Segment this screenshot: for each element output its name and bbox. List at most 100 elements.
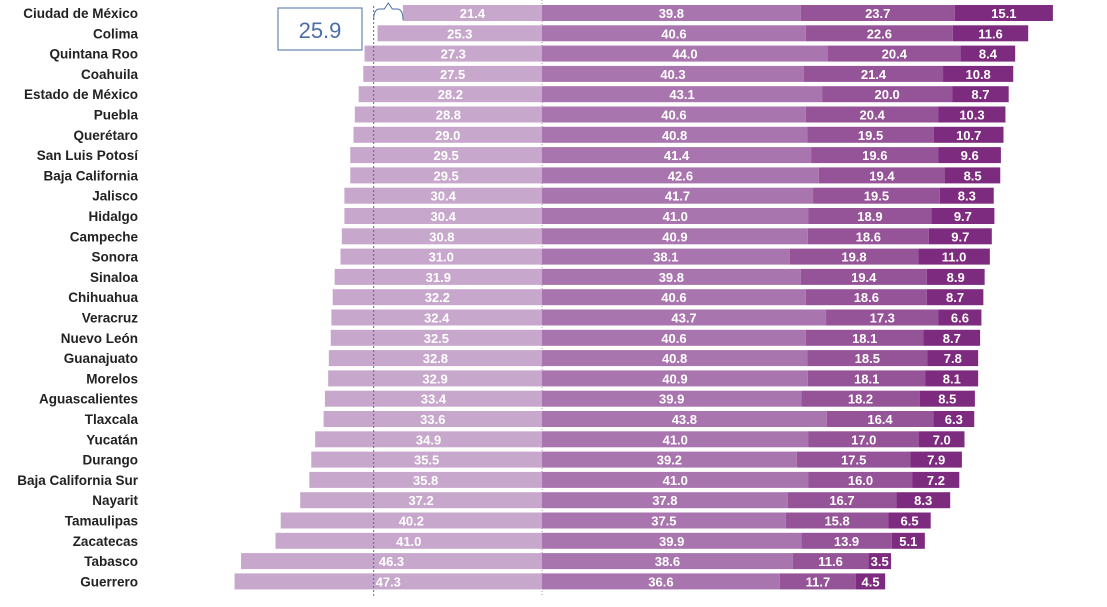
bar-segment-4-aguascalientes — [919, 390, 975, 407]
value-label-1-sonora: 31.0 — [429, 250, 454, 265]
bar-segment-3-baja-california — [818, 167, 945, 184]
value-label-4-tabasco: 3.5 — [871, 554, 889, 569]
bar-segment-1-veracruz — [331, 309, 542, 326]
bar-segment-4-campeche — [928, 228, 992, 245]
value-label-2-san-luis-potosi: 41.4 — [664, 148, 690, 163]
bar-segment-3-tlaxcala — [826, 411, 934, 427]
category-label-campeche: Campeche — [70, 229, 139, 244]
value-label-4-sinaloa: 8.9 — [947, 270, 965, 285]
value-label-2-queretaro: 40.8 — [662, 128, 687, 143]
bar-segment-3-guerrero — [779, 573, 856, 590]
value-labels-layer: 21.4 39.8 23.7 15.1 25.3 40.6 22.6 11.6 27.3 44.0… — [376, 6, 1017, 589]
value-label-4-guanajuato: 7.8 — [944, 351, 962, 366]
bar-segment-1-yucatan — [315, 431, 542, 448]
value-label-3-jalisco: 19.5 — [864, 189, 889, 204]
value-label-4-coahuila: 10.8 — [965, 67, 990, 82]
value-label-1-hidalgo: 30.4 — [431, 209, 457, 224]
category-label-hidalgo: Hidalgo — [89, 209, 139, 224]
value-label-2-colima: 40.6 — [661, 26, 686, 41]
bar-segment-4-estado-de-mexico — [952, 86, 1009, 103]
bar-segment-1-nuevo-leon — [330, 329, 542, 346]
value-label-3-quintana-roo: 20.4 — [882, 47, 908, 62]
bar-segment-2-veracruz — [542, 309, 827, 326]
value-label-2-yucatan: 41.0 — [663, 432, 688, 447]
bar-segment-4-quintana-roo — [960, 45, 1016, 62]
callout-box — [277, 7, 363, 51]
value-label-3-aguascalientes: 18.2 — [848, 392, 873, 407]
bar-segment-2-jalisco — [542, 187, 814, 204]
bar-segment-4-colima — [952, 25, 1029, 42]
category-label-morelos: Morelos — [86, 371, 138, 386]
bar-segment-1-guanajuato — [328, 350, 542, 367]
category-labels-layer: Ciudad de México Colima Quintana Roo Coahui… — [17, 6, 139, 589]
value-label-1-zacatecas: 41.0 — [396, 534, 421, 549]
bar-segment-4-puebla — [938, 106, 1006, 123]
value-label-4-ciudad-de-mexico: 15.1 — [991, 6, 1016, 21]
bar-segment-1-queretaro — [353, 126, 542, 143]
value-label-4-jalisco: 8.3 — [958, 189, 976, 204]
value-label-4-tlaxcala: 6.3 — [945, 412, 963, 427]
bar-segment-3-estado-de-mexico — [822, 86, 953, 103]
value-label-1-ciudad-de-mexico: 21.4 — [460, 6, 486, 21]
value-label-3-sinaloa: 19.4 — [851, 270, 877, 285]
value-label-2-veracruz: 43.7 — [671, 311, 696, 326]
bar-segment-1-quintana-roo — [364, 45, 542, 62]
value-label-1-baja-california: 29.5 — [433, 168, 458, 183]
value-label-3-hidalgo: 18.9 — [857, 209, 882, 224]
value-label-1-guanajuato: 32.8 — [423, 351, 448, 366]
value-label-1-tlaxcala: 33.6 — [420, 412, 445, 427]
category-label-tlaxcala: Tlaxcala — [85, 412, 139, 427]
value-label-4-quintana-roo: 8.4 — [979, 47, 998, 62]
bar-segment-4-baja-california-sur — [912, 471, 960, 488]
bar-segment-1-san-luis-potosi — [350, 147, 542, 164]
callout-value: 25.9 — [299, 18, 342, 43]
bar-segment-4-zacatecas — [891, 532, 925, 549]
category-label-tabasco: Tabasco — [84, 554, 138, 569]
bar-segment-3-veracruz — [826, 309, 939, 326]
category-label-aguascalientes: Aguascalientes — [39, 392, 138, 407]
bar-segment-1-sinaloa — [334, 268, 542, 285]
bar-segment-3-sinaloa — [800, 268, 927, 285]
bar-segment-4-veracruz — [938, 309, 982, 326]
value-label-4-estado-de-mexico: 8.7 — [971, 87, 989, 102]
value-label-3-baja-california-sur: 16.0 — [848, 473, 873, 488]
category-label-zacatecas: Zacatecas — [73, 534, 138, 549]
bar-segment-2-tabasco — [542, 553, 793, 570]
category-label-durango: Durango — [83, 453, 139, 468]
value-label-1-veracruz: 32.4 — [424, 311, 450, 326]
bar-segment-4-tlaxcala — [933, 411, 975, 427]
bar-segment-1-aguascalientes — [324, 390, 542, 407]
value-label-3-estado-de-mexico: 20.0 — [874, 87, 899, 102]
value-label-1-morelos: 32.9 — [422, 371, 447, 386]
value-label-3-campeche: 18.6 — [856, 229, 881, 244]
bar-segment-4-baja-california — [945, 167, 1001, 184]
bar-segment-3-ciudad-de-mexico — [800, 5, 955, 21]
value-label-2-puebla: 40.6 — [661, 108, 686, 123]
bar-segment-1-tabasco — [241, 553, 543, 570]
bar-segment-2-hidalgo — [542, 208, 809, 224]
bar-segment-2-aguascalientes — [542, 390, 802, 407]
value-label-2-aguascalientes: 39.9 — [659, 392, 684, 407]
value-label-4-durango: 7.9 — [927, 453, 945, 468]
bar-segment-3-quintana-roo — [828, 45, 961, 62]
bar-segment-3-durango — [796, 451, 911, 468]
bar-segment-3-colima — [805, 25, 953, 42]
bar-segment-4-jalisco — [939, 187, 994, 204]
callout-bracket — [373, 2, 404, 21]
bar-segment-3-morelos — [807, 370, 926, 387]
bar-segment-3-campeche — [807, 228, 929, 245]
bar-segment-2-ciudad-de-mexico — [542, 5, 801, 21]
bars-layer — [234, 5, 1053, 590]
bar-segment-3-san-luis-potosi — [811, 147, 939, 164]
bar-segment-1-jalisco — [344, 187, 542, 204]
value-label-3-ciudad-de-mexico: 23.7 — [865, 6, 890, 21]
category-label-sonora: Sonora — [91, 250, 138, 265]
bar-segment-2-durango — [542, 451, 797, 468]
value-label-3-yucatan: 17.0 — [851, 432, 876, 447]
value-label-2-tamaulipas: 37.5 — [651, 514, 676, 529]
value-label-1-colima: 25.3 — [447, 26, 472, 41]
bar-segment-1-guerrero — [234, 573, 543, 590]
value-label-4-sonora: 11.0 — [942, 250, 967, 265]
bar-segment-1-morelos — [328, 370, 542, 387]
